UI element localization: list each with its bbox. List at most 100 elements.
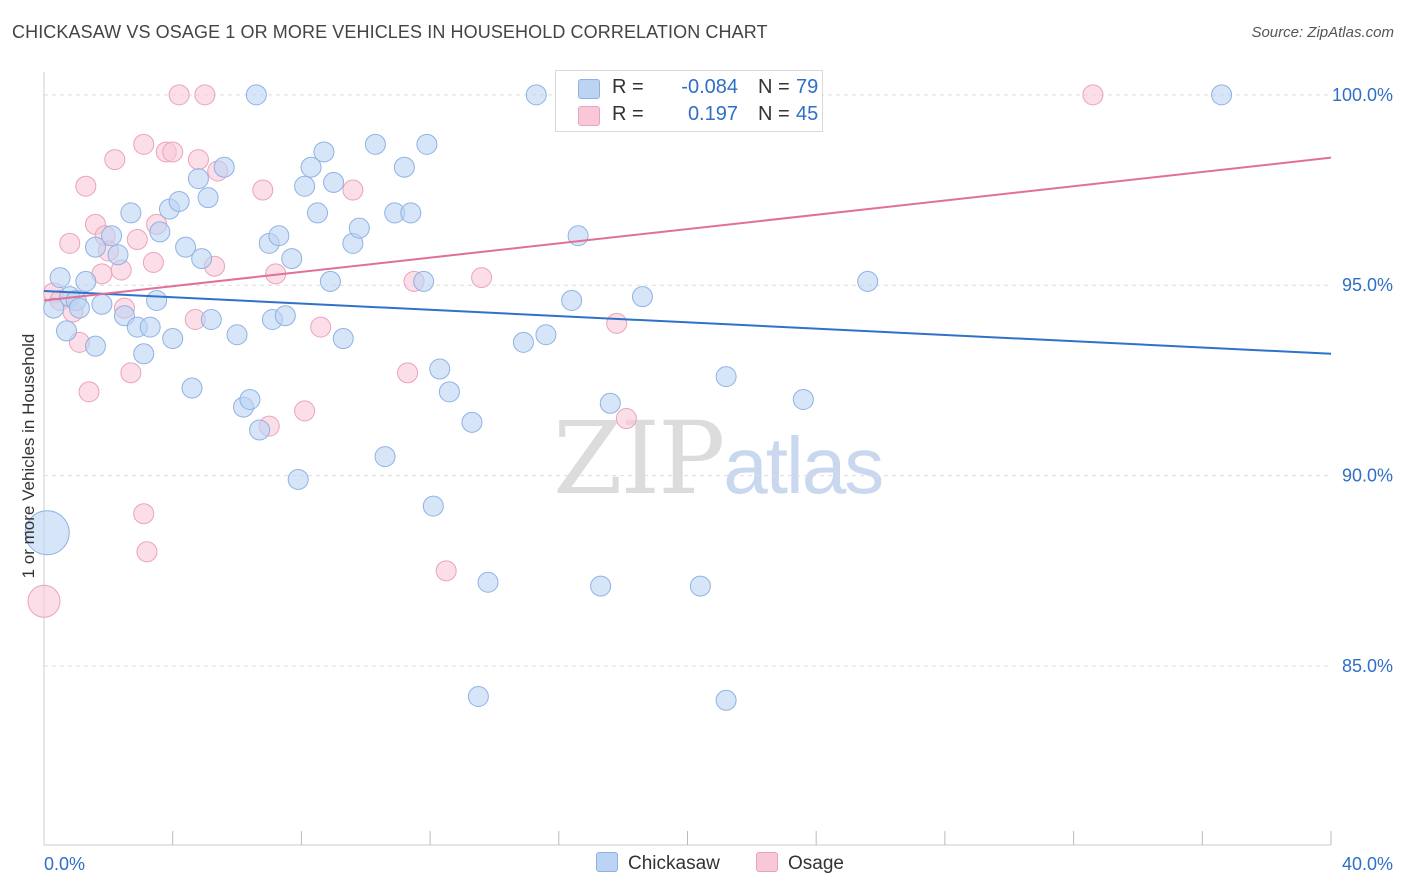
osage-point: [120, 362, 142, 384]
chickasaw-point: [332, 328, 354, 350]
chickasaw-point: [107, 244, 129, 266]
chickasaw-point: [226, 324, 248, 346]
x-tick-label: 0.0%: [44, 854, 85, 874]
osage-point: [27, 584, 61, 618]
chart-title: CHICKASAW VS OSAGE 1 OR MORE VEHICLES IN…: [12, 22, 768, 42]
chickasaw-point: [49, 267, 71, 289]
chickasaw-point: [239, 388, 261, 410]
chickasaw-point: [477, 571, 499, 593]
chickasaw-point: [120, 202, 142, 224]
chickasaw-point: [245, 84, 267, 106]
osage-r-value: 0.197: [687, 103, 738, 125]
osage-point: [162, 141, 184, 163]
chickasaw-point: [590, 575, 612, 597]
gridlines: [44, 94, 1331, 667]
chickasaw-trend-line: [43, 289, 1332, 355]
osage-point: [133, 133, 155, 155]
osage-point: [59, 232, 81, 254]
y-tick-label: 90.0%: [1342, 466, 1393, 486]
chickasaw-point: [287, 468, 309, 490]
chickasaw-point: [133, 343, 155, 365]
chickasaw-point: [364, 133, 386, 155]
stats-legend: R = -0.084 N = 79 R = 0.197 N = 45: [555, 70, 823, 132]
osage-point: [78, 381, 100, 403]
osage-point: [615, 408, 637, 430]
chickasaw-point: [306, 202, 328, 224]
y-tick-label: 95.0%: [1342, 275, 1393, 295]
y-tick-label: 100.0%: [1332, 85, 1393, 105]
chickasaw-point: [1211, 84, 1233, 106]
chickasaw-point: [438, 381, 460, 403]
chickasaw-point: [535, 324, 557, 346]
chickasaw-point: [75, 270, 97, 292]
chickasaw-point: [91, 293, 113, 315]
chickasaw-point: [24, 510, 70, 556]
chickasaw-point: [792, 388, 814, 410]
chickasaw-point: [561, 289, 583, 311]
chickasaw-r-value: -0.084: [681, 76, 738, 98]
chickasaw-point: [467, 685, 489, 707]
watermark-atlas: atlas: [723, 421, 884, 510]
chickasaw-point: [715, 366, 737, 388]
osage-r-label: R =: [612, 103, 644, 125]
chickasaw-point: [374, 446, 396, 468]
legend-osage: Osage: [756, 852, 844, 876]
axes: [43, 72, 1332, 846]
chickasaw-point: [168, 190, 190, 212]
chickasaw-point: [416, 133, 438, 155]
chickasaw-point: [631, 286, 653, 308]
chickasaw-point: [313, 141, 335, 163]
y-tick-label: 85.0%: [1342, 656, 1393, 676]
chickasaw-point: [715, 689, 737, 711]
chickasaw-point: [84, 335, 106, 357]
chickasaw-point: [249, 419, 271, 441]
osage-point: [136, 541, 158, 563]
chickasaw-point: [294, 175, 316, 197]
chickasaw-point: [43, 297, 65, 319]
source-label: Source: ZipAtlas.com: [1251, 24, 1394, 41]
osage-point: [1082, 84, 1104, 106]
chickasaw-point: [525, 84, 547, 106]
chickasaw-point: [197, 187, 219, 209]
chickasaw-point: [461, 411, 483, 433]
chickasaw-swatch: [578, 79, 600, 99]
osage-points: [27, 84, 1104, 618]
osage-trend-line: [43, 156, 1332, 302]
chickasaw-point: [857, 270, 879, 292]
chickasaw-point: [162, 328, 184, 350]
osage-point: [471, 267, 493, 289]
tick-labels: 100.0% 95.0% 90.0% 85.0% 0.0% 40.0%: [44, 85, 1393, 874]
watermark-zip: ZIP: [553, 400, 725, 517]
chickasaw-point: [689, 575, 711, 597]
osage-point: [142, 251, 164, 273]
chickasaw-point: [68, 297, 90, 319]
chickasaw-point: [429, 358, 451, 380]
osage-point: [168, 84, 190, 106]
chickasaw-point: [393, 156, 415, 178]
osage-point: [133, 503, 155, 525]
chickasaw-point: [181, 377, 203, 399]
osage-point: [187, 149, 209, 171]
chickasaw-point: [512, 331, 534, 353]
legend-osage-swatch: [756, 852, 778, 872]
osage-point: [397, 362, 419, 384]
chickasaw-point: [187, 168, 209, 190]
chickasaw-point: [413, 270, 435, 292]
osage-point: [126, 229, 148, 251]
chickasaw-point: [274, 305, 296, 327]
y-axis-label: 1 or more Vehicles in Household: [19, 333, 38, 579]
chickasaw-point: [200, 309, 222, 331]
chickasaw-n-value: 79: [796, 76, 819, 98]
legend-chickasaw: Chickasaw: [596, 852, 720, 876]
legend-osage-label: Osage: [788, 853, 844, 874]
chickasaw-point: [175, 236, 197, 258]
chickasaw-point: [281, 248, 303, 270]
chickasaw-n-label: N =: [758, 76, 790, 98]
chickasaw-point: [146, 289, 168, 311]
chickasaw-point: [400, 202, 422, 224]
watermark: ZIPatlas: [553, 400, 884, 517]
osage-point: [435, 560, 457, 582]
osage-point: [104, 149, 126, 171]
osage-point: [294, 400, 316, 422]
osage-point: [252, 179, 274, 201]
